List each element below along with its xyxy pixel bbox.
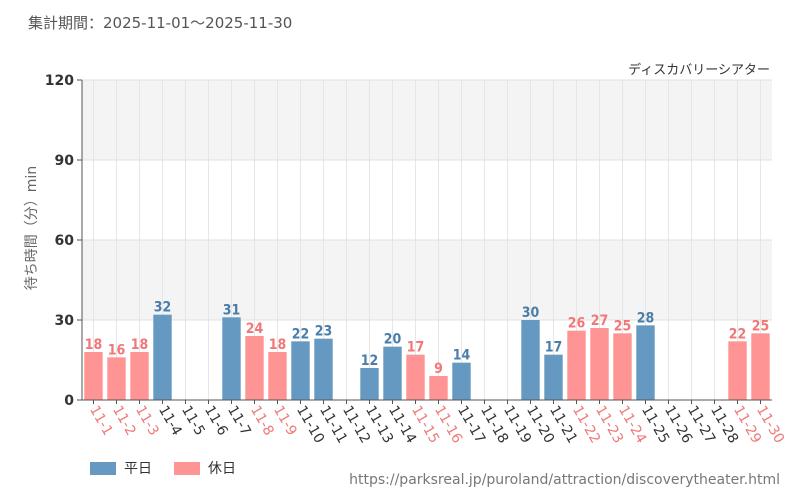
bar-label-11-17: 14: [453, 348, 471, 364]
bar-label-11-14: 20: [384, 332, 402, 348]
legend: 平日 休日: [90, 458, 258, 478]
bar-11-21: [544, 354, 563, 400]
bar-label-11-11: 23: [315, 324, 333, 340]
legend-swatch-weekday: [90, 461, 116, 475]
bar-11-3: [130, 352, 149, 400]
x-tick-label-11-6: 11-6: [201, 403, 231, 439]
bar-label-11-16: 9: [434, 361, 443, 377]
bar-label-11-23: 27: [591, 313, 609, 329]
y-tick-label: 90: [55, 153, 75, 169]
bar-label-11-7: 31: [223, 302, 241, 318]
bar-11-17: [452, 362, 471, 400]
legend-label-weekday: 平日: [124, 461, 152, 477]
bar-11-11: [314, 338, 333, 400]
x-tick-label-11-9: 11-9: [270, 403, 300, 439]
bar-label-11-10: 22: [292, 326, 310, 342]
bar-label-11-9: 18: [269, 337, 287, 353]
bar-11-4: [153, 314, 172, 400]
bar-label-11-2: 16: [108, 342, 126, 358]
grid-band: [82, 240, 772, 320]
legend-item-weekday: 平日: [90, 458, 152, 478]
bar-11-1: [84, 352, 103, 400]
bar-label-11-24: 25: [614, 318, 632, 334]
bar-11-20: [521, 320, 540, 400]
bar-11-16: [429, 376, 448, 400]
bar-series: [84, 314, 770, 400]
x-tick-label-11-8: 11-8: [247, 403, 277, 439]
grid-band: [82, 80, 772, 160]
grid-bands: [82, 80, 772, 320]
source-url: https://parksreal.jp/puroland/attraction…: [349, 472, 780, 488]
bar-11-22: [567, 330, 586, 400]
bar-label-11-3: 18: [131, 337, 149, 353]
horizontal-gridlines: [82, 79, 772, 321]
bar-label-11-4: 32: [154, 300, 172, 316]
bar-label-11-20: 30: [522, 305, 540, 321]
y-tick-labels: 0 30 60 90 120: [45, 73, 82, 409]
bar-label-11-29: 22: [729, 326, 747, 342]
bar-label-11-8: 24: [246, 321, 264, 337]
bar-value-labels: 18 16 18 32 31 24 18 22 23 12 20 17 9 14 30 17 26 27 25 28 2…: [85, 300, 770, 377]
x-tick-label-11-3: 11-3: [132, 403, 162, 439]
bar-11-29: [728, 341, 747, 400]
bar-11-15: [406, 354, 425, 400]
y-tick-label: 120: [45, 73, 74, 89]
x-tick-label-11-5: 11-5: [178, 403, 208, 439]
x-tick-label-11-7: 11-7: [224, 403, 254, 439]
x-tick-label-11-1: 11-1: [86, 403, 116, 439]
bar-label-11-30: 25: [752, 318, 770, 334]
page-title: 集計期間：2025-11-01～2025-11-30: [28, 14, 293, 32]
bar-11-7: [222, 317, 241, 400]
legend-label-holiday: 休日: [208, 461, 236, 477]
x-tick-label-11-4: 11-4: [155, 403, 185, 439]
x-tick-labels: 11-111-211-311-411-511-611-711-811-911-1…: [86, 400, 787, 446]
bar-label-11-22: 26: [568, 316, 586, 332]
bar-label-11-1: 18: [85, 337, 103, 353]
bar-11-24: [613, 333, 632, 400]
bar-11-9: [268, 352, 287, 400]
chart-title: ディスカバリーシアター: [628, 62, 770, 78]
y-tick-label: 30: [55, 313, 75, 329]
bar-11-30: [751, 333, 770, 400]
bar-11-14: [383, 346, 402, 400]
legend-swatch-holiday: [174, 461, 200, 475]
x-tick-label-11-2: 11-2: [109, 403, 139, 439]
y-tick-label: 60: [55, 233, 75, 249]
bar-label-11-13: 12: [361, 353, 379, 369]
bar-11-25: [636, 325, 655, 400]
bar-label-11-21: 17: [545, 340, 563, 356]
bar-11-13: [360, 368, 379, 400]
bar-11-2: [107, 357, 126, 400]
y-tick-label: 0: [64, 393, 74, 409]
bar-11-10: [291, 341, 310, 400]
bar-label-11-15: 17: [407, 340, 425, 356]
bar-label-11-25: 28: [637, 310, 655, 326]
y-axis-label: 待ち時間（分）min: [24, 166, 40, 290]
bar-11-8: [245, 336, 264, 400]
legend-item-holiday: 休日: [174, 458, 236, 478]
bar-11-23: [590, 328, 609, 400]
